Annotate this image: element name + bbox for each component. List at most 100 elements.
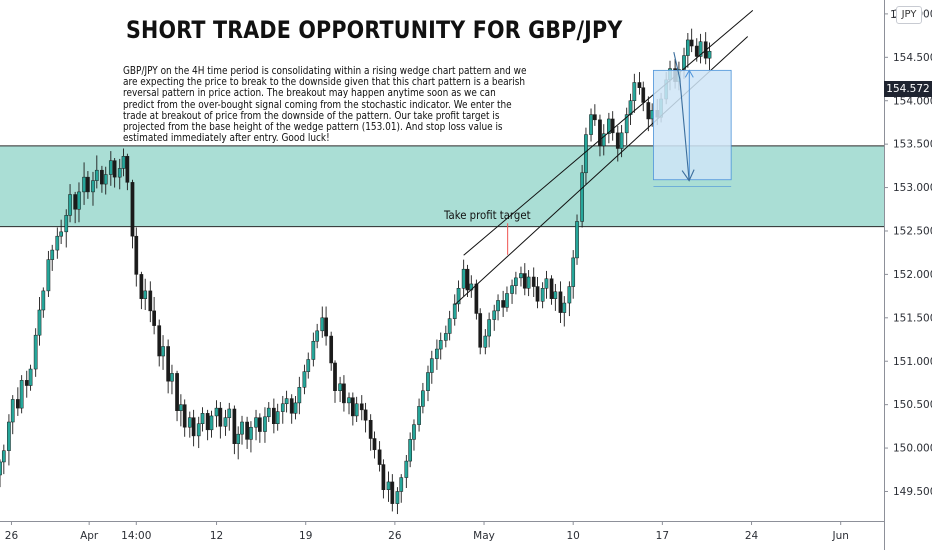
candle <box>395 487 400 515</box>
candle <box>205 409 210 441</box>
candle-body-down <box>166 346 170 382</box>
candle <box>522 263 527 296</box>
candle-body-up <box>685 39 690 56</box>
candle <box>143 278 148 310</box>
candle-body-up <box>284 398 289 405</box>
candle <box>610 111 615 141</box>
candle <box>483 329 488 355</box>
candle <box>157 319 162 367</box>
candle <box>41 287 46 318</box>
candle <box>148 281 153 323</box>
candle-body-up <box>94 169 99 181</box>
candle <box>386 471 391 502</box>
candle-body-down <box>377 449 382 465</box>
candle <box>571 250 576 299</box>
candle <box>333 360 337 403</box>
price-tick-label-top: 1 <box>890 9 897 21</box>
price-tick-label: 149.500 <box>893 486 932 498</box>
candle-body-down <box>390 481 395 504</box>
candle <box>50 244 55 271</box>
candle-body-up <box>338 383 342 392</box>
candle <box>209 410 214 438</box>
candle-body-down <box>191 417 196 437</box>
candle <box>601 124 606 156</box>
time-tick-label: Jun <box>831 530 848 542</box>
candle <box>531 267 536 297</box>
candle <box>505 286 509 312</box>
candle-body-down <box>15 399 20 409</box>
candle-body-down <box>593 114 597 121</box>
candle-body-down <box>86 176 90 193</box>
time-axis[interactable]: 26 Apr 14:00 12 19 26 May 10 17 24 Jun <box>5 521 849 542</box>
candle <box>632 73 637 113</box>
candle <box>567 281 572 317</box>
candle <box>685 32 690 68</box>
candle <box>272 398 276 434</box>
candle-body-up <box>55 235 60 251</box>
candle-body-up <box>240 421 244 435</box>
time-tick-label: May <box>473 530 495 542</box>
candle-body-up <box>10 399 15 423</box>
candle-body-down <box>363 409 368 421</box>
candle-body-up <box>143 290 148 299</box>
candle <box>535 276 540 309</box>
candle-body-up <box>707 50 712 59</box>
candle-body-up <box>505 293 509 308</box>
candle-body-up <box>386 481 391 490</box>
candle-body-up <box>59 231 63 237</box>
candle <box>350 392 355 426</box>
candle-body-up <box>320 317 325 332</box>
candle <box>19 375 24 414</box>
candle-body-up <box>266 407 271 418</box>
price-tick-label: 151.000 <box>893 356 932 368</box>
candle-body-up <box>37 309 42 336</box>
price-tick-label: 150.000 <box>893 443 932 455</box>
candle-body-up <box>117 168 122 178</box>
candle <box>510 279 514 304</box>
candle-body-up <box>108 160 113 175</box>
candle-body-down <box>130 182 135 237</box>
candle-body-down <box>598 119 602 147</box>
candle-body-down <box>232 408 237 444</box>
candle-body-up <box>41 290 46 311</box>
candle-body-up <box>91 180 95 193</box>
time-tick-label: 26 <box>388 530 402 542</box>
candle <box>589 108 593 142</box>
candle-body-up <box>275 411 280 424</box>
candle-body-down <box>610 118 615 134</box>
time-tick-label: 17 <box>656 530 669 542</box>
candle-body-up <box>421 390 425 407</box>
candle <box>297 376 302 415</box>
candle-body-up <box>584 134 588 174</box>
candle <box>689 28 694 53</box>
candle-body-up <box>435 348 439 359</box>
candle-body-up <box>452 303 457 319</box>
candle-body-up <box>82 176 86 193</box>
candle <box>347 392 351 415</box>
candle <box>232 405 237 455</box>
candle-body-up <box>575 221 579 259</box>
candle-body-down <box>24 380 29 386</box>
candle <box>254 409 258 441</box>
candle-body-up <box>540 288 545 302</box>
candle-body-up <box>624 114 629 134</box>
candle <box>580 164 584 228</box>
candle-body-up <box>514 277 518 286</box>
currency-button[interactable]: JPY <box>896 6 922 24</box>
candle <box>249 421 253 453</box>
candle-body-up <box>311 341 316 360</box>
candle-body-up <box>589 114 593 135</box>
candle-body-down <box>152 310 156 326</box>
candle <box>381 459 386 499</box>
candle-body-down <box>474 283 479 314</box>
candle-body-down <box>372 438 377 451</box>
candle <box>10 395 15 435</box>
candle-body-up <box>209 415 214 431</box>
candle <box>103 166 108 195</box>
candle-body-down <box>157 325 162 357</box>
candle <box>175 370 179 422</box>
candle-body-up <box>698 41 703 57</box>
candle-body-up <box>404 460 409 478</box>
candle-body-down <box>175 373 179 411</box>
